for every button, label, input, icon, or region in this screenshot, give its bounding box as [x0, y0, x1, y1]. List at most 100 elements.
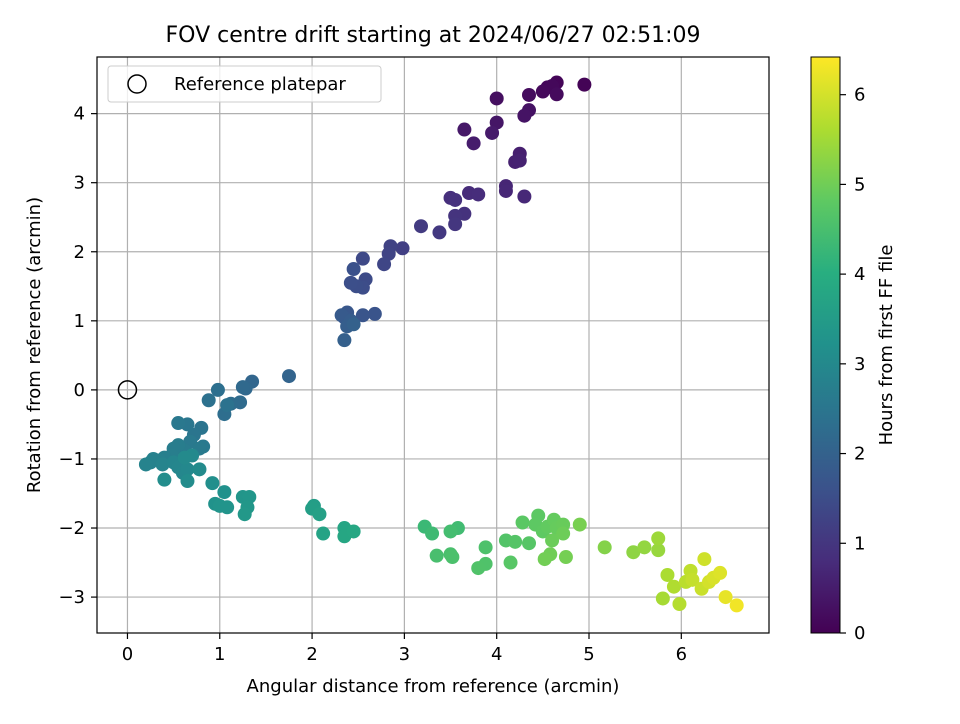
data-point [651, 531, 666, 546]
data-point [478, 540, 493, 555]
grid-lines [97, 57, 769, 633]
data-point [512, 153, 527, 168]
data-point [220, 500, 235, 515]
data-point [718, 590, 733, 605]
data-point [448, 217, 463, 232]
data-point [414, 219, 428, 234]
colorbar: 0 1 2 3 4 5 6 Hours from first FF file [810, 56, 897, 644]
data-point [425, 526, 440, 541]
data-point [316, 526, 331, 541]
data-point [220, 398, 235, 413]
data-point [697, 552, 712, 567]
data-point [155, 457, 170, 472]
colorbar-tick-label: 3 [854, 354, 865, 375]
plot-frame [96, 56, 770, 634]
data-point [192, 462, 207, 477]
data-point [549, 87, 564, 102]
colorbar-ticks: 0 1 2 3 4 5 6 [840, 85, 865, 644]
data-point [517, 189, 532, 204]
data-point [312, 507, 327, 522]
data-point [432, 225, 447, 240]
data-point [489, 91, 504, 106]
data-point [666, 579, 681, 594]
data-point [171, 416, 186, 431]
data-point [180, 462, 195, 477]
data-point [498, 183, 513, 198]
legend-marker [127, 74, 147, 94]
data-point [515, 515, 530, 530]
data-point [457, 122, 472, 137]
data-point [235, 380, 250, 395]
data-point [395, 241, 410, 256]
x-tick-label: 3 [399, 644, 410, 665]
data-point [556, 526, 571, 541]
y-tick-label: −2 [58, 518, 85, 539]
data-point [282, 369, 296, 384]
data-point [626, 545, 641, 560]
data-point [157, 472, 172, 487]
y-tick-label: −3 [58, 587, 85, 608]
data-point [205, 476, 220, 491]
data-point [355, 251, 370, 266]
data-point [377, 257, 392, 272]
data-point [517, 108, 532, 123]
data-point [210, 382, 225, 397]
data-point [545, 533, 560, 548]
data-point [672, 596, 687, 611]
data-point [522, 87, 536, 102]
y-tick-label: 4 [74, 104, 85, 125]
data-point [466, 136, 481, 151]
data-point [346, 317, 361, 332]
data-point [597, 540, 612, 555]
reference-platepar-marker [117, 380, 138, 400]
data-point [651, 543, 666, 558]
colorbar-tick-label: 4 [854, 264, 865, 285]
legend: Reference platepar [107, 65, 382, 103]
x-tick-label: 5 [583, 644, 594, 665]
y-tick-label: 1 [74, 311, 85, 332]
data-point [637, 540, 652, 555]
data-point [237, 507, 252, 522]
data-point [713, 565, 728, 580]
colorbar-gradient [810, 56, 841, 634]
data-point [471, 187, 486, 202]
x-axis-label: Angular distance from reference (arcmin) [247, 676, 620, 697]
colorbar-tick-label: 2 [854, 444, 865, 465]
data-point [577, 77, 592, 92]
chart-title: FOV centre drift starting at 2024/06/27 … [166, 23, 701, 48]
data-point [558, 550, 573, 565]
data-point [367, 306, 382, 321]
data-point [471, 561, 486, 576]
x-axis-ticks: 0 1 2 3 4 5 6 [122, 633, 687, 665]
data-point [180, 474, 195, 489]
x-tick-label: 1 [214, 644, 225, 665]
legend-box [107, 65, 382, 103]
colorbar-tick-label: 6 [854, 85, 865, 106]
colorbar-tick-label: 0 [854, 623, 865, 644]
x-tick-label: 4 [491, 644, 502, 665]
data-point [537, 552, 552, 567]
colorbar-label: Hours from first FF file [876, 245, 897, 446]
y-axis-ticks: −3 −2 −1 0 1 2 3 4 [58, 104, 97, 608]
data-point [685, 572, 700, 587]
data-point [448, 192, 463, 207]
data-points [138, 75, 744, 613]
data-point [445, 550, 460, 565]
data-point [503, 555, 518, 570]
x-tick-label: 0 [122, 644, 133, 665]
colorbar-tick-label: 1 [854, 533, 865, 554]
y-tick-label: −1 [58, 449, 85, 470]
data-point [485, 125, 500, 140]
data-point [337, 333, 352, 348]
data-point [177, 450, 192, 465]
data-point [355, 308, 370, 323]
data-point [508, 534, 523, 549]
x-tick-label: 2 [306, 644, 317, 665]
y-tick-label: 2 [74, 242, 85, 263]
data-point [343, 275, 358, 290]
data-point [443, 524, 458, 539]
data-point [522, 536, 536, 551]
data-point [535, 84, 550, 99]
colorbar-tick-label: 5 [854, 174, 865, 195]
data-point [242, 489, 257, 504]
